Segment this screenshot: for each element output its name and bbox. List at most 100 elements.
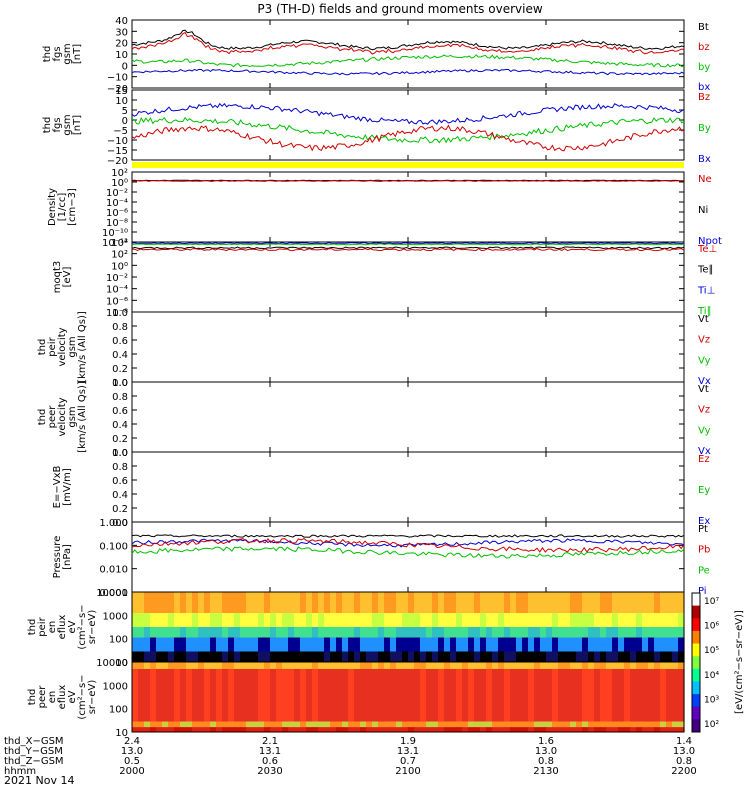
spectrogram-cell: [666, 721, 673, 728]
y-tick-label: 1.0: [112, 308, 128, 319]
y-axis-label-line: [km/s (All Qs)]: [77, 381, 88, 453]
spectrogram-cell: [414, 613, 421, 627]
spectrogram-cell: [402, 613, 409, 627]
spectrogram-cell: [138, 637, 145, 652]
spectrogram-cell: [294, 613, 301, 627]
spectrogram-cell: [264, 662, 271, 669]
y-tick-label: 0.6: [112, 406, 128, 417]
spectrogram-cell: [396, 613, 403, 627]
spectrogram-cell: [162, 662, 169, 669]
spectrogram-cell: [576, 662, 583, 669]
spectrogram-cell: [222, 592, 229, 613]
colorbar-segment: [692, 630, 700, 644]
spectrogram-cell: [300, 627, 307, 638]
spectrogram-cell: [468, 627, 475, 638]
spectrogram-cell: [462, 592, 469, 613]
spectrogram-cell: [294, 662, 301, 669]
spectrogram-cell: [474, 592, 481, 613]
quality-flag-bar: [132, 162, 684, 168]
colorbar-segment: [692, 681, 700, 695]
spectrogram-cell: [144, 613, 151, 627]
spectrogram-cell: [336, 651, 343, 662]
spectrogram-cell: [612, 627, 619, 638]
spectrogram-cell: [186, 627, 193, 638]
legend-entry: Vy: [698, 425, 711, 436]
spectrogram-cell: [252, 637, 259, 652]
spectrogram-cell: [444, 721, 451, 728]
spectrogram-cell: [558, 669, 565, 722]
legend-entry: Ti⊥: [697, 285, 715, 296]
spectrogram-cell: [606, 721, 613, 728]
spectrogram-cell: [450, 662, 457, 669]
panel-frame: [131, 19, 685, 89]
spectrogram-cell: [342, 721, 349, 728]
spectrogram-cell: [522, 627, 529, 638]
spectrogram-cell: [558, 613, 565, 627]
spectrogram-cell: [510, 669, 517, 722]
spectrogram-cell: [564, 627, 571, 638]
spectrogram-cell: [294, 627, 301, 638]
spectrogram-cell: [558, 637, 565, 652]
spectrogram-cell: [426, 613, 433, 627]
spectrogram-cell: [216, 627, 223, 638]
spectrogram-cell: [504, 669, 511, 722]
spectrogram-cell: [558, 662, 565, 669]
spectrogram-cell: [138, 721, 145, 728]
spectrogram-cell: [558, 592, 565, 613]
spectrogram-cell: [300, 613, 307, 627]
spectrogram-cell: [540, 592, 547, 613]
spectrogram-cell: [336, 669, 343, 722]
series-Pt: [131, 534, 685, 538]
spectrogram-cell: [360, 592, 367, 613]
y-tick-label: 10000: [96, 658, 128, 669]
spectrogram-cell: [168, 669, 175, 722]
spectrogram-cell: [186, 651, 193, 662]
spectrogram-cell: [330, 627, 337, 638]
spectrogram-cell: [402, 592, 409, 613]
spectrogram-cell: [456, 727, 463, 732]
spectrogram-cell: [246, 613, 253, 627]
spectrogram-cell: [666, 637, 673, 652]
spectrogram-cell: [144, 592, 151, 613]
y-tick-label: 0.010: [99, 565, 128, 576]
spectrogram-cell: [312, 662, 319, 669]
spectrogram-cell: [408, 721, 415, 728]
spectrogram-cell: [252, 592, 259, 613]
y-tick-label: 100: [109, 635, 128, 646]
spectrogram-cell: [636, 637, 643, 652]
colorbar-segment: [692, 668, 700, 682]
spectrogram-cell: [630, 637, 637, 652]
spectrogram-cell: [552, 613, 559, 627]
spectrogram-cell: [528, 727, 535, 732]
spectrogram-cell: [600, 627, 607, 638]
spectrogram-cell: [390, 592, 397, 613]
x-axis-value: 2030: [257, 766, 282, 777]
x-axis-value: 1.6: [538, 736, 554, 747]
spectrogram-cell: [510, 592, 517, 613]
spectrogram-cell: [150, 662, 157, 669]
spectrogram-cell: [372, 721, 379, 728]
spectrogram-cell: [300, 651, 307, 662]
spectrogram-cell: [150, 613, 157, 627]
spectrogram-cell: [588, 613, 595, 627]
spectrogram-cell: [174, 637, 181, 652]
y-axis-label: thd fgs gsm [nT]: [42, 43, 83, 64]
spectrogram-cell: [324, 613, 331, 627]
spectrogram-cell: [642, 662, 649, 669]
spectrogram-cell: [540, 627, 547, 638]
y-tick-label: 0.0: [112, 378, 128, 389]
spectrogram-cell: [354, 669, 361, 722]
y-tick-label: 1.000: [99, 518, 128, 529]
spectrogram-cell: [234, 721, 241, 728]
spectrogram-cell: [234, 627, 241, 638]
spectrogram-cell: [324, 662, 331, 669]
spectrogram-cell: [246, 721, 253, 728]
panel-frame: [131, 311, 685, 383]
spectrogram-cell: [546, 669, 553, 722]
series-Pb: [131, 538, 685, 553]
y-axis-label-line: en: [47, 691, 58, 704]
spectrogram-cell: [486, 721, 493, 728]
spectrogram-cell: [384, 662, 391, 669]
spectrogram-cell: [672, 627, 679, 638]
